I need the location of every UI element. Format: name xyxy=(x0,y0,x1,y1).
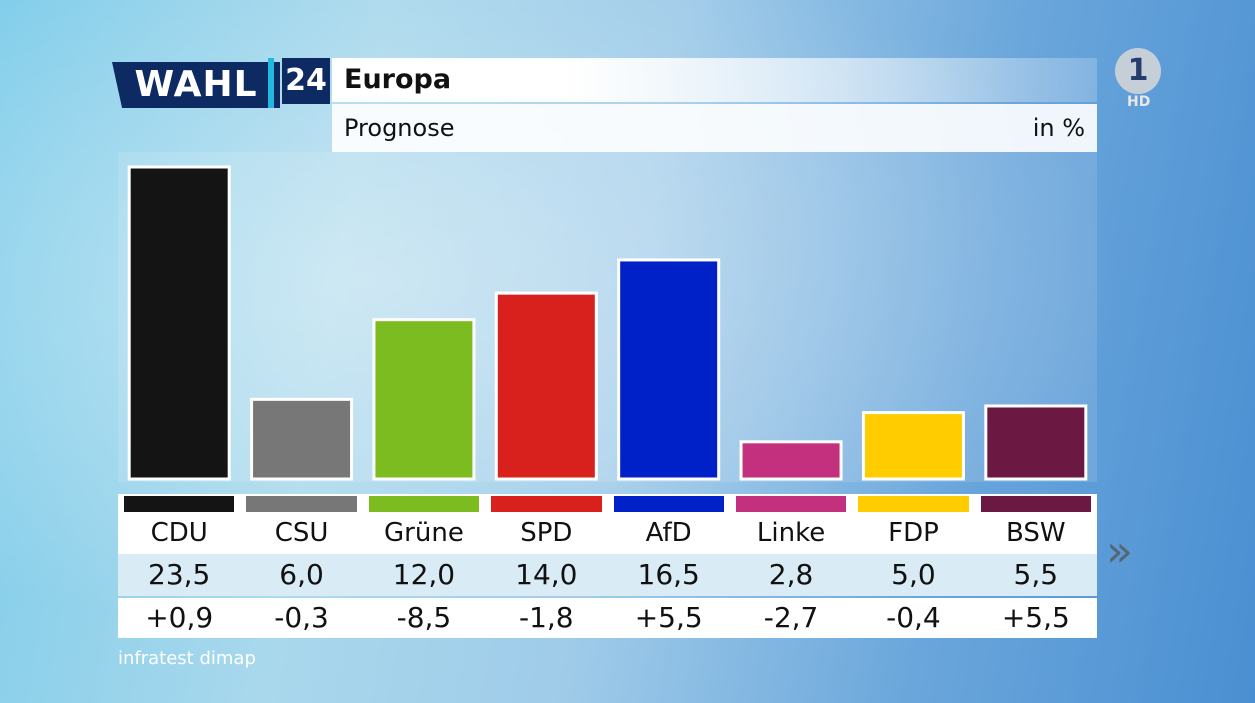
chart-subtitle: Prognose xyxy=(344,114,455,142)
change-label-spd: -1,8 xyxy=(518,601,574,634)
color-swatch-cdu xyxy=(124,496,235,512)
next-arrow-icon[interactable]: » xyxy=(1106,526,1133,577)
party-name-afd: AfD xyxy=(645,518,692,548)
color-swatch-linke xyxy=(735,496,847,512)
swatch-cell-cdu xyxy=(118,494,240,516)
swatch-cell-fdp xyxy=(852,494,974,516)
bar-cdu xyxy=(127,165,231,481)
party-name-csu: CSU xyxy=(274,518,329,548)
wahl-logo-number: 24 xyxy=(282,58,330,104)
change-label-grüne: -8,5 xyxy=(396,601,452,634)
source-label: infratest dimap xyxy=(118,648,256,669)
logo-accent-bar xyxy=(268,58,274,108)
value-label-linke: 2,8 xyxy=(768,558,814,591)
color-swatch-row xyxy=(118,494,1097,516)
swatch-cell-grüne xyxy=(363,494,485,516)
value-label-cdu: 23,5 xyxy=(148,558,211,591)
hd-label: HD xyxy=(1127,94,1151,110)
value-label-grüne: 12,0 xyxy=(392,558,456,591)
value-label-csu: 6,0 xyxy=(279,558,324,591)
chart-title: Europa xyxy=(332,58,1097,102)
swatch-cell-csu xyxy=(240,494,362,516)
party-name-fdp: FDP xyxy=(888,518,939,548)
change-label-linke: -2,7 xyxy=(763,601,819,634)
swatch-cell-spd xyxy=(485,494,607,516)
change-row: +0,9 -0,3 -8,5 -1,8 +5,5 -2,7 -0,4 +5,5 xyxy=(118,598,1097,638)
color-swatch-fdp xyxy=(858,496,969,512)
value-label-bsw: 5,5 xyxy=(1013,558,1059,591)
change-label-fdp: -0,4 xyxy=(886,601,941,634)
color-swatch-csu xyxy=(246,496,357,512)
bar-fdp xyxy=(861,411,965,481)
bar-chart xyxy=(127,165,1088,481)
ard-logo-icon: 1 xyxy=(1115,48,1161,94)
bar-spd xyxy=(494,291,598,481)
color-swatch-spd xyxy=(491,496,602,512)
chart-subtitle-bar: Prognose in % xyxy=(332,104,1097,152)
change-label-csu: -0,3 xyxy=(274,601,329,634)
color-swatch-bsw xyxy=(980,496,1091,512)
party-name-grüne: Grüne xyxy=(384,518,464,548)
party-name-spd: SPD xyxy=(520,518,573,548)
change-label-bsw: +5,5 xyxy=(1001,601,1070,634)
wahl-logo: WAHL xyxy=(112,62,280,108)
results-table: CDU CSU Grüne SPD AfD Linke FDP BSW 23,5 6,0 12,0… xyxy=(118,494,1097,638)
swatch-cell-linke xyxy=(730,494,852,516)
value-row: 23,5 6,0 12,0 14,0 16,5 2,8 5,0 5,5 xyxy=(118,554,1097,596)
color-swatch-grüne xyxy=(368,496,480,512)
value-label-afd: 16,5 xyxy=(637,558,700,591)
color-swatch-afd xyxy=(613,496,724,512)
bar-csu xyxy=(250,397,354,481)
bar-afd xyxy=(617,258,721,481)
unit-label: in % xyxy=(1032,114,1085,142)
value-label-fdp: 5,0 xyxy=(891,558,936,591)
bar-grüne xyxy=(372,318,476,481)
swatch-cell-bsw xyxy=(975,494,1097,516)
party-name-cdu: CDU xyxy=(150,518,208,548)
change-label-afd: +5,5 xyxy=(634,601,703,634)
value-label-spd: 14,0 xyxy=(515,558,578,591)
bar-bsw xyxy=(984,404,1088,481)
bar-linke xyxy=(739,440,843,481)
swatch-cell-afd xyxy=(608,494,730,516)
party-name-bsw: BSW xyxy=(1006,518,1066,548)
change-label-cdu: +0,9 xyxy=(145,601,214,634)
party-name-row: CDU CSU Grüne SPD AfD Linke FDP BSW xyxy=(118,516,1097,554)
party-name-linke: Linke xyxy=(756,518,826,548)
